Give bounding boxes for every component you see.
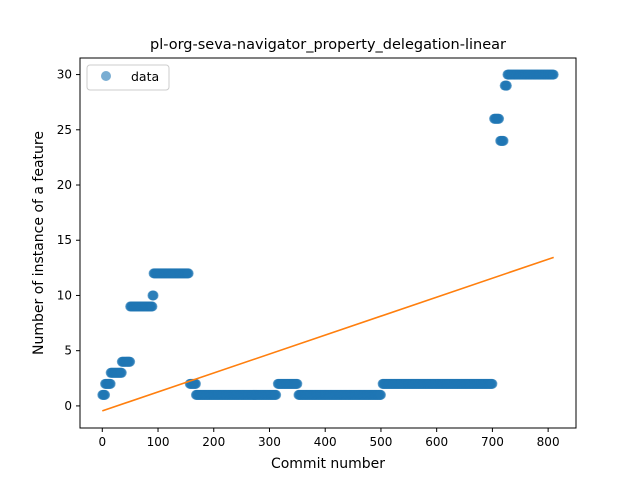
legend-marker	[101, 71, 111, 81]
x-tick-label: 400	[314, 435, 337, 449]
x-axis-label: Commit number	[271, 456, 385, 472]
data-point	[148, 290, 159, 301]
data-point	[147, 301, 158, 312]
x-tick-label: 500	[369, 435, 392, 449]
data-point	[494, 113, 505, 124]
x-tick-label: 0	[98, 435, 106, 449]
y-axis-ticks: 0 5 10 15 20 25 30	[57, 68, 80, 413]
chart-title: pl-org-seva-navigator_property_delegatio…	[150, 37, 506, 53]
y-axis-label: Number of instance of a feature	[31, 131, 47, 355]
data-point	[487, 378, 498, 389]
data-point	[548, 69, 559, 80]
data-point	[271, 389, 282, 400]
x-axis-ticks: 0 100 200 300 400 500 600 700 800	[98, 428, 560, 449]
y-tick-label: 30	[57, 68, 72, 82]
data-point	[125, 356, 136, 367]
data-point	[375, 389, 386, 400]
y-tick-label: 20	[57, 178, 72, 192]
y-tick-label: 5	[64, 344, 72, 358]
y-tick-label: 0	[64, 399, 72, 413]
data-point	[105, 378, 116, 389]
x-tick-label: 100	[147, 435, 170, 449]
data-point	[292, 378, 303, 389]
x-tick-label: 200	[202, 435, 225, 449]
legend-label-data: data	[131, 69, 159, 84]
data-point	[190, 378, 201, 389]
y-tick-label: 25	[57, 123, 72, 137]
x-tick-label: 800	[537, 435, 560, 449]
fit-line	[102, 256, 554, 412]
data-point	[100, 389, 111, 400]
data-point	[501, 80, 512, 91]
legend: data	[86, 64, 170, 91]
x-tick-label: 700	[481, 435, 504, 449]
x-tick-label: 600	[425, 435, 448, 449]
data-points	[97, 69, 559, 400]
data-point	[498, 135, 509, 146]
y-tick-label: 15	[57, 233, 72, 247]
fit-line-layer	[102, 256, 554, 412]
plot-area-frame	[79, 57, 577, 429]
x-tick-label: 300	[258, 435, 281, 449]
data-point	[116, 367, 127, 378]
data-point	[183, 268, 194, 279]
y-tick-label: 10	[57, 288, 72, 302]
